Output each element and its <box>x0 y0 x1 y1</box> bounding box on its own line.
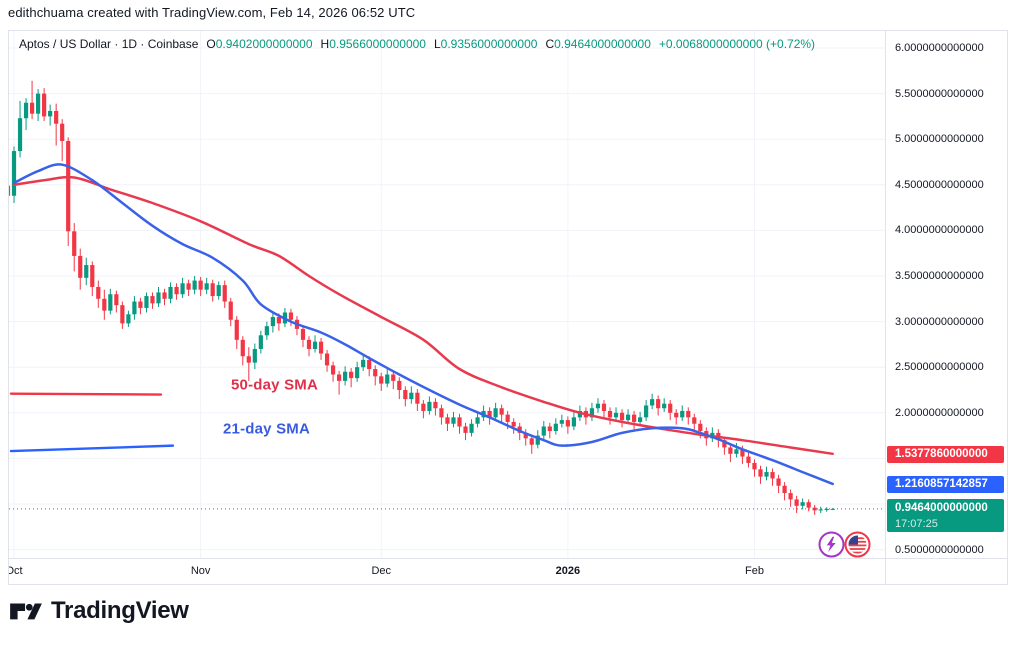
sma50-label[interactable]: 50-day SMA <box>231 376 319 394</box>
price-axis[interactable]: 6.0000000000000 5.5000000000000 5.00000000… <box>885 31 1007 584</box>
high-value: 0.9566000000000 <box>329 37 426 51</box>
price-axis-label: 3.5000000000000 <box>895 270 984 282</box>
price-axis-label: 5.5000000000000 <box>895 87 984 100</box>
price-axis-label: 0.5000000000000 <box>895 543 984 556</box>
price-tag: 0.9464000000000 17:07:25 <box>887 499 1004 533</box>
ohlc-open: O0.9402000000000 <box>206 37 312 51</box>
realtime-lightning-badge[interactable] <box>818 531 845 558</box>
ohlc-close: C0.9464000000000 <box>545 37 650 51</box>
candles-layer <box>9 80 835 515</box>
us-flag-icon <box>844 531 871 558</box>
price-tag: 1.2160857142857 <box>887 475 1004 493</box>
price-tag-value: 0.9464000000000 <box>895 502 988 515</box>
price-axis-label: 2.5000000000000 <box>895 361 984 374</box>
time-axis-label: Dec <box>371 565 392 577</box>
blue-horizontal-ray[interactable] <box>9 444 175 453</box>
candlestick-chart[interactable] <box>9 31 1007 584</box>
price-change: +0.0068000000000 (+0.72%) <box>658 37 816 51</box>
price-axis-label: 4.0000000000000 <box>895 224 984 237</box>
sma21-label[interactable]: 21-day SMA <box>223 420 311 438</box>
symbol-title[interactable]: Aptos / US Dollar · 1D · Coinbase <box>19 37 199 51</box>
price-axis-label: 2.0000000000000 <box>895 406 984 419</box>
tradingview-logo-text: TradingView <box>51 597 189 624</box>
lightning-icon <box>818 531 845 558</box>
price-axis-label: 4.5000000000000 <box>895 178 984 191</box>
tradingview-logo[interactable]: TradingView <box>10 597 189 625</box>
price-tag-value: 1.2160857142857 <box>895 477 988 490</box>
grid-layer <box>9 31 885 558</box>
price-tag-value: 1.5377860000000 <box>895 448 988 461</box>
tradingview-logo-icon <box>10 603 42 620</box>
close-value: 0.9464000000000 <box>554 37 651 51</box>
time-axis[interactable]: Oct Nov Dec 2026 Feb <box>9 558 885 584</box>
price-axis-label: 3.0000000000000 <box>895 315 984 328</box>
price-tag: 1.5377860000000 <box>887 446 1004 464</box>
open-value: 0.9402000000000 <box>215 37 313 51</box>
low-label: L <box>433 37 441 51</box>
price-axis-label: 6.0000000000000 <box>895 42 984 54</box>
price-axis-label: 5.0000000000000 <box>895 133 984 146</box>
high-label: H <box>320 37 330 51</box>
low-value: 0.9356000000000 <box>440 37 538 51</box>
time-axis-label: Oct <box>9 565 23 577</box>
ohlc-high: H0.9566000000000 <box>321 37 426 51</box>
sma21-line[interactable] <box>12 163 834 486</box>
ohlc-low: L0.9356000000000 <box>434 37 537 51</box>
chart-legend: Aptos / US Dollar · 1D · Coinbase O0.940… <box>19 37 815 51</box>
open-label: O <box>206 37 216 51</box>
sma50-line[interactable] <box>12 175 834 456</box>
attribution-text: edithchuama created with TradingView.com… <box>8 5 416 20</box>
bar-countdown: 17:07:25 <box>895 518 938 531</box>
chart-widget: Aptos / US Dollar · 1D · Coinbase O0.940… <box>8 30 1008 585</box>
time-axis-label: Feb <box>744 565 764 577</box>
red-horizontal-ray[interactable] <box>9 392 163 396</box>
us-flag-badge[interactable] <box>844 531 871 558</box>
time-axis-label: Nov <box>190 565 211 577</box>
close-label: C <box>545 37 555 51</box>
time-axis-label: 2026 <box>555 565 581 577</box>
